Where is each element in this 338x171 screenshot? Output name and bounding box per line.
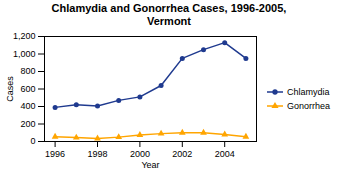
html-text:Chlamydia: Chlamydia: [287, 86, 330, 97]
svg-text:2004: 2004: [215, 149, 235, 159]
svg-text:800: 800: [20, 66, 35, 76]
svg-text:2000: 2000: [130, 149, 150, 159]
svg-text:1998: 1998: [87, 149, 107, 159]
svg-text:1,000: 1,000: [13, 49, 36, 59]
svg-text:200: 200: [20, 119, 35, 129]
svg-text:Cases: Cases: [5, 76, 15, 102]
svg-text:400: 400: [20, 101, 35, 111]
svg-text:1996: 1996: [45, 149, 65, 159]
svg-text:1,200: 1,200: [13, 31, 36, 41]
svg-text:2002: 2002: [172, 149, 192, 159]
svg-text:Year: Year: [141, 160, 159, 170]
svg-text:600: 600: [20, 84, 35, 94]
html-text:Chlamydia and Gonorrhea Cases,: Chlamydia and Gonorrhea Cases, 1996-2005…: [51, 2, 287, 27]
html-text:Gonorrhea: Gonorrhea: [287, 100, 330, 111]
svg-text:0: 0: [30, 136, 35, 146]
